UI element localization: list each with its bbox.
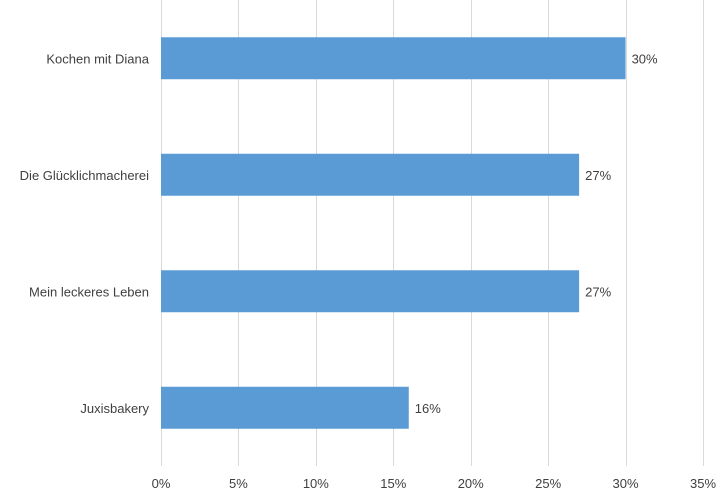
bar	[161, 270, 580, 313]
x-tick-label: 15%	[380, 476, 406, 491]
x-tick-label: 35%	[690, 476, 716, 491]
x-tick-label: 30%	[613, 476, 639, 491]
x-axis-tick-labels: 0% 5% 10% 15% 20% 25% 30% 35%	[152, 476, 717, 491]
data-label: 27%	[585, 168, 611, 183]
data-label: 16%	[415, 401, 441, 416]
category-labels: Kochen mit Diana Die Glücklichmacherei Mei…	[20, 51, 150, 416]
bar	[161, 153, 580, 196]
data-label: 27%	[585, 284, 611, 299]
category-label: Mein leckeres Leben	[29, 284, 149, 299]
bar	[161, 37, 626, 80]
x-tick-label: 10%	[303, 476, 329, 491]
bars	[161, 37, 626, 429]
data-label: 30%	[632, 51, 658, 66]
x-tick-label: 0%	[152, 476, 171, 491]
bar	[161, 386, 409, 429]
category-label: Kochen mit Diana	[46, 51, 149, 66]
category-label: Juxisbakery	[80, 401, 149, 416]
data-labels: 30% 27% 27% 16%	[415, 51, 658, 416]
x-tick-label: 25%	[535, 476, 561, 491]
x-tick-label: 20%	[458, 476, 484, 491]
category-label: Die Glücklichmacherei	[20, 168, 149, 183]
x-tick-label: 5%	[229, 476, 248, 491]
